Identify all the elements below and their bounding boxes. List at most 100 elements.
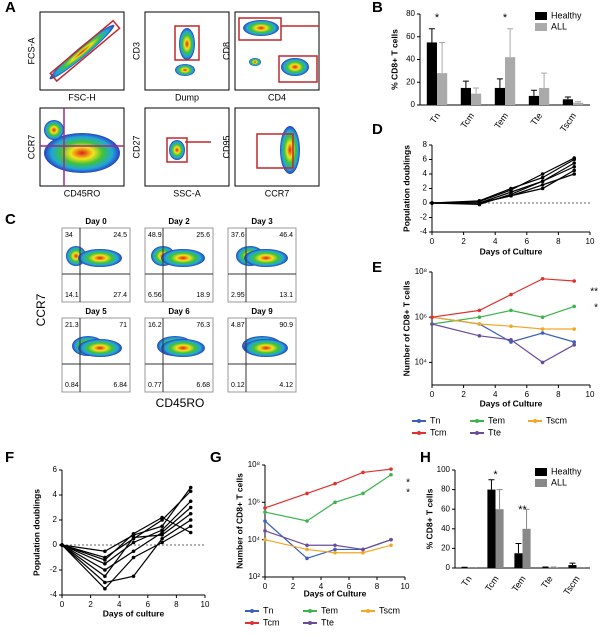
legend-label: Healthy	[551, 466, 582, 476]
panel-label: C	[5, 211, 16, 228]
point	[572, 164, 576, 169]
error-bar	[428, 28, 435, 43]
point	[160, 528, 164, 532]
point	[103, 586, 107, 591]
x-tick-label: Tem	[510, 574, 528, 594]
quadrant-value: 6.84	[113, 382, 127, 389]
flow-y-label: CCR7	[34, 293, 48, 326]
point	[572, 168, 576, 173]
point	[572, 172, 576, 176]
point	[572, 304, 576, 309]
series-line	[431, 305, 575, 325]
y-tick-label: 2	[53, 515, 58, 524]
x-tick-label: 4	[493, 237, 498, 246]
density-blob	[281, 58, 309, 76]
point	[160, 515, 164, 520]
x-tick-label: Tcm	[483, 574, 501, 593]
point	[305, 556, 309, 561]
annotation: *	[594, 303, 598, 314]
quadrant-value: 18.9	[196, 292, 210, 299]
x-tick-label: 6	[347, 582, 352, 591]
bar	[562, 99, 573, 105]
x-tick-label: 2	[461, 237, 466, 246]
point	[477, 334, 482, 338]
point	[188, 524, 193, 529]
x-tick-label: 0	[430, 237, 435, 246]
error-bar	[530, 89, 537, 96]
point	[188, 511, 193, 516]
flow-x-label: CCR7	[265, 188, 290, 198]
point	[188, 530, 193, 535]
density-blob	[161, 339, 205, 357]
point	[263, 519, 267, 523]
y-tick-label: 8	[423, 140, 428, 149]
point	[333, 550, 337, 555]
y-axis-label: % CD8+ T cells	[424, 488, 434, 549]
y-tick-label: 80	[406, 9, 415, 18]
quadrant-value: 6.68	[196, 382, 210, 389]
error-bar	[569, 562, 576, 566]
density-blob	[249, 58, 261, 66]
x-tick-label: 10	[586, 237, 595, 246]
series-line	[264, 520, 392, 560]
point	[540, 172, 545, 176]
x-tick-label: 8	[174, 600, 179, 609]
y-tick-label: -2	[50, 565, 58, 574]
legend-marker	[250, 621, 254, 625]
x-tick-label: 8	[375, 582, 380, 591]
annotation: *	[435, 12, 440, 24]
point	[540, 331, 545, 335]
point	[131, 574, 136, 579]
legend-marker	[417, 431, 421, 435]
point	[389, 543, 393, 548]
gate	[49, 19, 121, 83]
error-bar	[541, 72, 548, 88]
legend-label: Tcm	[430, 427, 447, 437]
x-tick-label: 4	[493, 390, 498, 399]
gate	[278, 55, 318, 83]
series-line	[432, 173, 575, 204]
legend-label: ALL	[551, 21, 567, 31]
density-blob	[78, 249, 122, 267]
point	[131, 535, 136, 540]
point	[540, 179, 545, 184]
x-tick-label: 0	[263, 582, 268, 591]
point	[572, 327, 576, 331]
point	[263, 537, 267, 542]
gate	[256, 133, 294, 169]
point	[572, 279, 576, 283]
day-title: Day 2	[168, 217, 190, 226]
flow-y-label: FCS-A	[26, 38, 36, 65]
point	[333, 543, 337, 548]
gate	[238, 17, 282, 41]
point	[389, 472, 393, 477]
quadrant-value: 25.6	[196, 232, 210, 239]
point	[361, 550, 365, 555]
point	[430, 322, 434, 326]
y-tick-label: 40	[406, 55, 415, 64]
x-tick-label: Tte	[529, 111, 545, 127]
point	[131, 549, 136, 554]
legend-swatch	[535, 479, 547, 487]
quadrant-value: 0.12	[231, 382, 245, 389]
point	[305, 491, 309, 496]
y-axis-label: % CD8+ T cells	[389, 29, 399, 90]
x-tick-label: 2	[291, 582, 296, 591]
point	[103, 580, 107, 585]
point	[160, 540, 164, 545]
point	[103, 574, 107, 579]
error-bar	[473, 87, 480, 94]
day-title: Day 0	[85, 217, 107, 226]
point	[305, 547, 309, 552]
legend-label: Tn	[430, 415, 441, 425]
legend-marker	[250, 609, 254, 613]
legend-marker	[533, 419, 537, 423]
point	[103, 558, 107, 562]
day-title: Day 3	[251, 217, 273, 226]
y-tick-label: 6	[53, 465, 58, 474]
bar	[471, 93, 482, 105]
point	[509, 308, 513, 313]
x-tick-label: 6	[525, 237, 530, 246]
density-blob	[44, 120, 64, 140]
